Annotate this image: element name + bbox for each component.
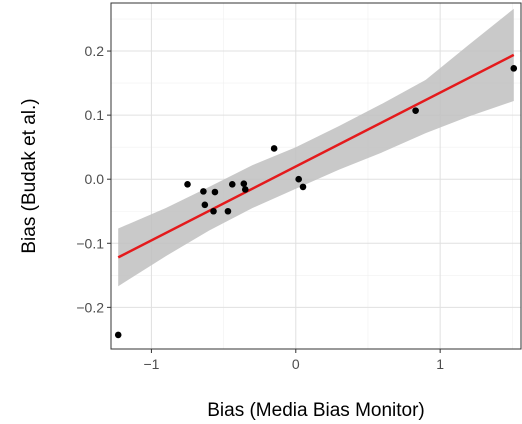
y-axis-ticks: −0.2 −0.1 0.0 0.1 0.2 <box>76 43 111 315</box>
y-axis-title: Bias (Budak et al.) <box>19 98 40 253</box>
y-tick-label: 0.0 <box>85 171 105 187</box>
fit-line-layer <box>118 55 514 257</box>
data-point <box>242 186 249 193</box>
y-tick-label: −0.1 <box>76 235 104 251</box>
data-point <box>115 332 122 339</box>
x-axis-ticks: −1 0 1 <box>143 349 444 372</box>
confidence-band-layer <box>118 9 514 286</box>
confidence-band <box>118 9 514 286</box>
fit-line <box>118 55 514 257</box>
data-point <box>210 208 217 215</box>
x-tick-label: 0 <box>292 356 300 372</box>
x-tick-label: 1 <box>436 356 444 372</box>
data-point <box>184 181 191 188</box>
y-tick-label: 0.2 <box>85 43 105 59</box>
data-point <box>295 176 302 183</box>
data-point <box>271 145 278 152</box>
data-point <box>241 180 248 187</box>
data-point <box>200 188 207 195</box>
data-point <box>229 181 236 188</box>
data-point <box>300 184 307 191</box>
x-axis-title: Bias (Media Bias Monitor) <box>207 400 425 421</box>
data-point <box>510 65 517 72</box>
x-tick-label: −1 <box>143 356 159 372</box>
data-point <box>212 189 219 196</box>
data-point <box>202 202 209 209</box>
y-tick-label: 0.1 <box>85 107 105 123</box>
data-point <box>412 107 419 114</box>
data-point <box>225 208 232 215</box>
y-tick-label: −0.2 <box>76 299 104 315</box>
